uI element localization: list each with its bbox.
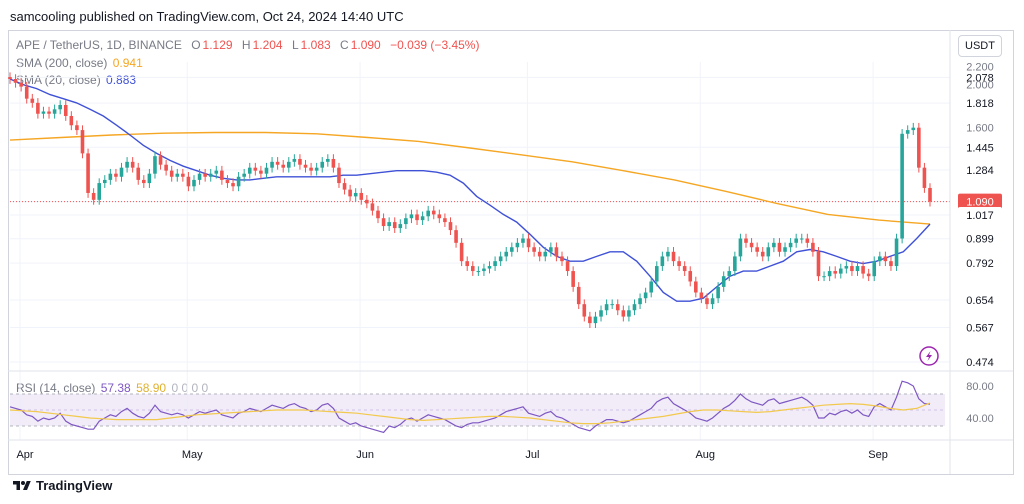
sma200-value: 0.941 [112,56,143,70]
high-label: H [241,38,251,52]
publisher-info: samcooling published on TradingView.com,… [10,9,404,24]
open-value: 1.129 [202,38,233,52]
rsi-value: 57.38 [100,381,131,395]
tradingview-logo-icon [13,480,31,490]
close-label: C [340,38,349,52]
high-value: 1.204 [252,38,283,52]
sma20-label: SMA (20, close) [16,73,101,87]
rsi-ma-value: 58.90 [136,381,167,395]
close-value: 1.090 [350,38,381,52]
low-value: 1.083 [300,38,331,52]
low-label: L [291,38,299,52]
currency-button[interactable]: USDT [958,35,1002,57]
open-label: O [191,38,201,52]
change-value: −0.039 (−3.45%) [390,38,480,52]
footer-brand: TradingView [36,478,113,493]
sma20-legend[interactable]: SMA (20, close) 0.883 [16,73,136,87]
symbol-name[interactable]: APE / TetherUS, 1D, BINANCE [16,38,182,52]
rsi-extra-values: 0 0 0 0 [171,381,209,395]
rsi-legend[interactable]: RSI (14, close) 57.38 58.90 0 0 0 0 [16,381,208,395]
sma20-value: 0.883 [106,73,137,87]
tradingview-logo[interactable]: TradingView [12,478,112,493]
chart-frame [8,30,1014,475]
symbol-legend: APE / TetherUS, 1D, BINANCE O 1.129 H 1.20… [16,38,479,52]
sma200-legend[interactable]: SMA (200, close) 0.941 [16,56,143,70]
sma200-label: SMA (200, close) [16,56,108,70]
rsi-label: RSI (14, close) [16,381,96,395]
